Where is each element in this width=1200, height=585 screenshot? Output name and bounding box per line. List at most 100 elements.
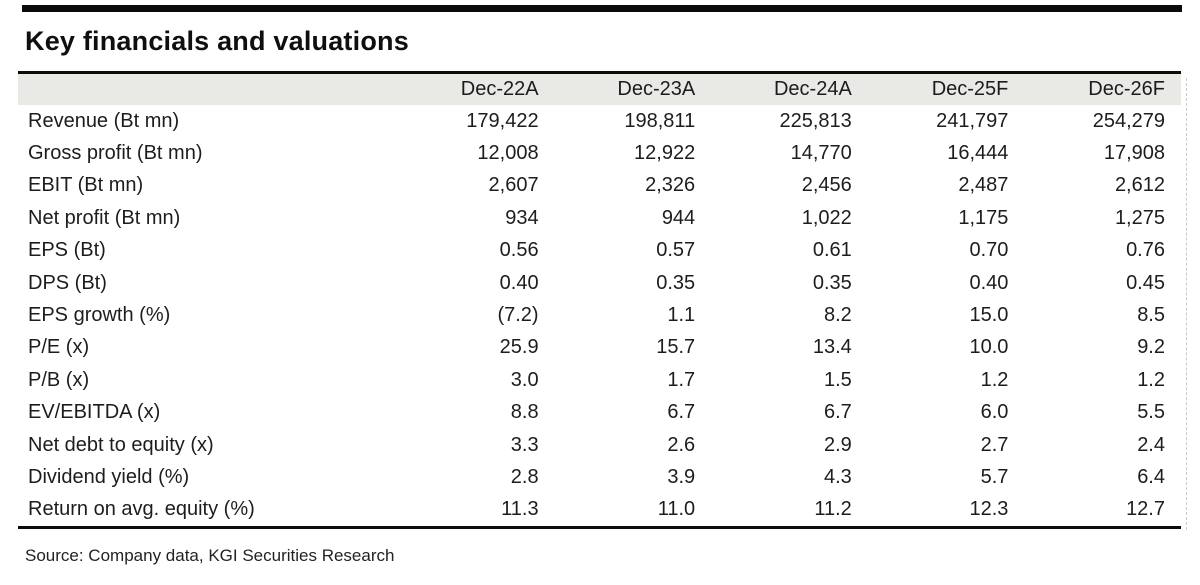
- cell-value: 225,813: [779, 109, 852, 132]
- column-header-dec-26f: Dec-26F: [1088, 78, 1165, 100]
- cell-value: 1.5: [823, 368, 852, 391]
- cell-value: 6.4: [1137, 465, 1165, 488]
- cell-value: 0.40: [499, 271, 539, 294]
- cell-value: 10.0: [969, 336, 1009, 359]
- table-row: Net debt to equity (x) 3.3 2.6 2.9 2.7 2.4: [18, 429, 1181, 461]
- cell-value: 0.35: [656, 271, 696, 294]
- cell-value: 2,456: [801, 174, 852, 197]
- cell-value: 25.9: [499, 336, 539, 359]
- cell-value: 1,275: [1114, 206, 1165, 229]
- column-header-dec-22a: Dec-22A: [460, 78, 539, 100]
- cell-value: 198,811: [624, 109, 696, 132]
- row-label: P/E (x): [28, 336, 90, 359]
- cell-value: 0.70: [969, 239, 1009, 262]
- cell-value: 0.76: [1126, 239, 1165, 262]
- row-label: EV/EBITDA (x): [28, 401, 161, 424]
- cell-value: 13.4: [812, 336, 852, 359]
- section-title: Key financials and valuations: [25, 26, 409, 56]
- row-label: Dividend yield (%): [28, 465, 190, 488]
- table-row: Gross profit (Bt mn) 12,008 12,922 14,770 16…: [18, 137, 1181, 169]
- column-header-dec-25f: Dec-25F: [931, 78, 1009, 100]
- table-row: Return on avg. equity (%) 11.3 11.0 11.2 12.…: [18, 494, 1181, 526]
- cell-value: 8.5: [1137, 304, 1165, 327]
- table-header-row: Dec-22A Dec-23A Dec-24A Dec-25F Dec-26F: [18, 74, 1181, 105]
- cell-value: 0.61: [812, 239, 852, 262]
- row-label: Net profit (Bt mn): [28, 206, 181, 229]
- cell-value: 12,008: [477, 142, 539, 165]
- cell-value: 1.2: [1137, 368, 1165, 391]
- table-row: Revenue (Bt mn) 179,422 198,811 225,813 241,…: [18, 105, 1181, 137]
- cell-value: 0.56: [499, 239, 539, 262]
- row-label: EPS (Bt): [28, 239, 106, 262]
- cell-value: 934: [505, 206, 539, 229]
- cell-value: 8.8: [510, 401, 539, 424]
- cell-value: (7.2): [497, 304, 539, 327]
- row-label: DPS (Bt): [28, 271, 107, 294]
- cell-value: 2.9: [823, 433, 852, 456]
- cell-value: 2.4: [1137, 433, 1165, 456]
- cell-value: 2.7: [980, 433, 1009, 456]
- cell-value: 6.0: [980, 401, 1009, 424]
- column-header-dec-24a: Dec-24A: [773, 78, 852, 100]
- table-body: Revenue (Bt mn) 179,422 198,811 225,813 241,…: [18, 105, 1181, 526]
- cell-value: 3.9: [667, 465, 696, 488]
- row-label: Gross profit (Bt mn): [28, 142, 203, 165]
- row-label: EPS growth (%): [28, 304, 171, 327]
- cell-value: 1,022: [801, 206, 852, 229]
- cell-value: 0.35: [812, 271, 852, 294]
- table-row: Net profit (Bt mn) 934 944 1,022 1,175 1,275: [18, 202, 1181, 234]
- cell-value: 2,487: [958, 174, 1009, 197]
- cell-value: 6.7: [823, 401, 852, 424]
- cell-value: 254,279: [1092, 109, 1165, 132]
- cell-value: 11.0: [657, 498, 696, 521]
- row-label: Return on avg. equity (%): [28, 498, 255, 521]
- cell-value: 0.57: [656, 239, 696, 262]
- cell-value: 17,908: [1103, 142, 1165, 165]
- cell-value: 12.3: [969, 498, 1009, 521]
- cell-value: 179,422: [466, 109, 539, 132]
- table-row: P/E (x) 25.9 15.7 13.4 10.0 9.2: [18, 332, 1181, 364]
- cell-value: 1.7: [667, 368, 696, 391]
- financials-table: Dec-22A Dec-23A Dec-24A Dec-25F Dec-26F Reve…: [18, 71, 1181, 530]
- table-row: P/B (x) 3.0 1.7 1.5 1.2 1.2: [18, 364, 1181, 396]
- table-row: EPS (Bt) 0.56 0.57 0.61 0.70 0.76: [18, 235, 1181, 267]
- cell-value: 8.2: [823, 304, 852, 327]
- table-row: EBIT (Bt mn) 2,607 2,326 2,456 2,487 2,612: [18, 170, 1181, 202]
- cell-value: 12,922: [634, 142, 696, 165]
- cell-value: 9.2: [1137, 336, 1165, 359]
- cell-value: 2,607: [488, 174, 539, 197]
- cell-value: 944: [661, 206, 696, 229]
- cell-value: 241,797: [936, 109, 1009, 132]
- cell-value: 16,444: [947, 142, 1009, 165]
- cell-value: 5.7: [980, 465, 1009, 488]
- cell-value: 4.3: [823, 465, 852, 488]
- cell-value: 12.7: [1126, 498, 1165, 521]
- cell-value: 3.0: [510, 368, 539, 391]
- cell-value: 1.1: [667, 304, 696, 327]
- cell-value: 6.7: [667, 401, 696, 424]
- row-label: Net debt to equity (x): [28, 433, 214, 456]
- cell-value: 14,770: [790, 142, 852, 165]
- top-rule-bar: [22, 5, 1182, 12]
- row-label: P/B (x): [28, 368, 90, 391]
- cell-value: 0.40: [969, 271, 1009, 294]
- page-edge-dotted-line: [1186, 78, 1187, 530]
- cell-value: 15.0: [969, 304, 1009, 327]
- cell-value: 2.8: [510, 465, 539, 488]
- column-header-dec-23a: Dec-23A: [617, 78, 696, 100]
- cell-value: 15.7: [656, 336, 696, 359]
- cell-value: 11.2: [814, 498, 852, 521]
- cell-value: 1.2: [980, 368, 1009, 391]
- cell-value: 0.45: [1126, 271, 1165, 294]
- table-row: EPS growth (%) (7.2) 1.1 8.2 15.0 8.5: [18, 299, 1181, 331]
- table-row: DPS (Bt) 0.40 0.35 0.35 0.40 0.45: [18, 267, 1181, 299]
- cell-value: 5.5: [1137, 401, 1165, 424]
- row-label: Revenue (Bt mn): [28, 109, 180, 132]
- cell-value: 2,612: [1114, 174, 1165, 197]
- table-row: EV/EBITDA (x) 8.8 6.7 6.7 6.0 5.5: [18, 397, 1181, 429]
- cell-value: 2,326: [645, 174, 696, 197]
- cell-value: 1,175: [958, 206, 1009, 229]
- row-label: EBIT (Bt mn): [28, 174, 144, 197]
- table-row: Dividend yield (%) 2.8 3.9 4.3 5.7 6.4: [18, 461, 1181, 493]
- cell-value: 2.6: [667, 433, 696, 456]
